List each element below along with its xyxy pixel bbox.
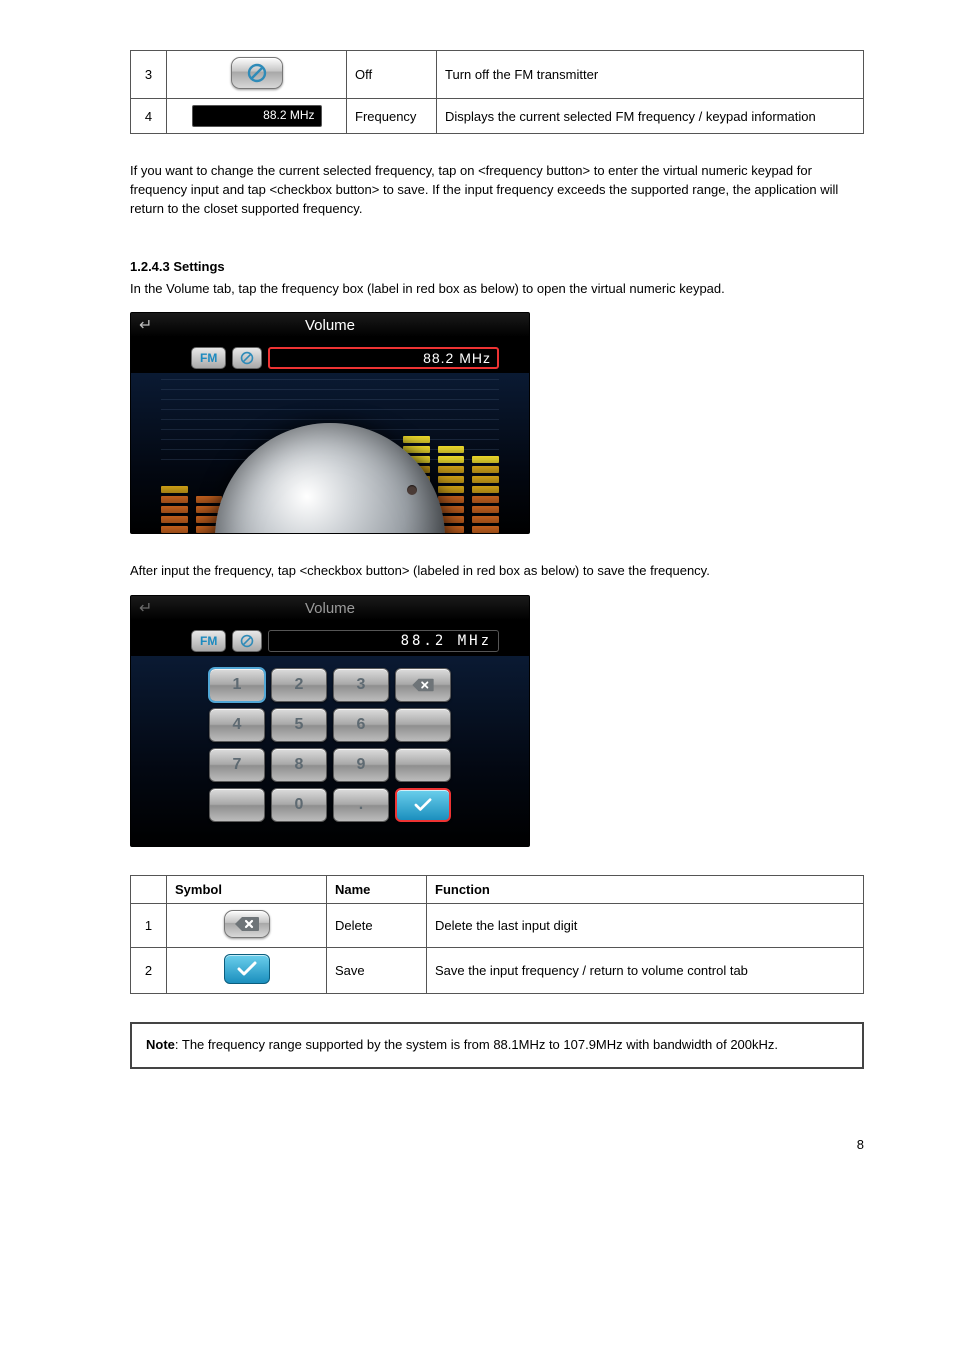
window-title: Volume xyxy=(131,317,529,334)
desc-cell: Displays the current selected FM frequen… xyxy=(437,99,864,134)
blank-key xyxy=(209,788,265,822)
frequency-input[interactable]: 88.2 MHz xyxy=(268,347,499,369)
desc-cell: Turn off the FM transmitter xyxy=(437,51,864,99)
name-cell: Save xyxy=(327,948,427,994)
symbol-cell: 88.2 MHz xyxy=(167,99,347,134)
digit-key-3[interactable]: 3 xyxy=(333,668,389,702)
row-index: 2 xyxy=(131,948,167,994)
table-row: 1 Delete Delete the last input digit xyxy=(131,904,864,948)
table-row: 4 88.2 MHz Frequency Displays the curren… xyxy=(131,99,864,134)
digit-key-.[interactable]: . xyxy=(333,788,389,822)
name-cell: Frequency xyxy=(347,99,437,134)
symbol-cell xyxy=(167,51,347,99)
page-number: 8 xyxy=(0,1129,954,1182)
back-icon[interactable]: ↵ xyxy=(139,598,152,618)
volume-screenshot-equalizer: ↵ Volume FM 88.2 MHz xyxy=(130,312,530,534)
titlebar: ↵ Volume xyxy=(131,313,529,337)
blank-key xyxy=(395,748,451,782)
digit-key-5[interactable]: 5 xyxy=(271,708,327,742)
prohibit-icon xyxy=(246,62,268,84)
col-head: Function xyxy=(427,876,864,904)
off-icon[interactable] xyxy=(232,347,262,369)
note-box: Note: The frequency range supported by t… xyxy=(130,1022,864,1069)
controls-table-top: 3 Off Turn off the FM transmitter 4 88.2… xyxy=(130,50,864,134)
section-heading: 1.2.4.3 Settings xyxy=(130,259,864,274)
table-row: 2 Save Save the input frequency / return… xyxy=(131,948,864,994)
symbol-cell xyxy=(167,904,327,948)
digit-key-9[interactable]: 9 xyxy=(333,748,389,782)
table-head-row: Symbol Name Function xyxy=(131,876,864,904)
col-head: Symbol xyxy=(167,876,327,904)
digit-key-4[interactable]: 4 xyxy=(209,708,265,742)
note-text: The frequency range supported by the sys… xyxy=(182,1037,778,1052)
digit-key-6[interactable]: 6 xyxy=(333,708,389,742)
keypad-grid: 123 456 7890. xyxy=(201,668,459,822)
table-row: 3 Off Turn off the FM transmitter xyxy=(131,51,864,99)
digit-key-8[interactable]: 8 xyxy=(271,748,327,782)
frequency-input[interactable]: 88.2 MHz xyxy=(268,630,499,652)
note-label: Note xyxy=(146,1037,175,1052)
desc-cell: Save the input frequency / return to vol… xyxy=(427,948,864,994)
paragraph: In the Volume tab, tap the frequency box… xyxy=(130,280,864,299)
desc-cell: Delete the last input digit xyxy=(427,904,864,948)
digit-key-0[interactable]: 0 xyxy=(271,788,327,822)
digit-key-7[interactable]: 7 xyxy=(209,748,265,782)
col-head: Name xyxy=(327,876,427,904)
row-index: 3 xyxy=(131,51,167,99)
backspace-icon xyxy=(224,910,270,938)
check-icon xyxy=(224,954,270,984)
num: 3 xyxy=(145,67,152,82)
equalizer-area xyxy=(131,373,529,533)
header-row: FM 88.2 MHz xyxy=(131,620,529,656)
symbol-cell xyxy=(167,948,327,994)
paragraph: After input the frequency, tap <checkbox… xyxy=(130,562,864,581)
off-icon xyxy=(231,57,283,89)
keypad-buttons-table: Symbol Name Function 1 Delete Delete the… xyxy=(130,875,864,994)
fm-badge[interactable]: FM xyxy=(191,630,226,652)
blank-key xyxy=(395,708,451,742)
colon: : xyxy=(175,1037,182,1052)
frequency-display: 88.2 MHz xyxy=(192,105,322,127)
paragraph: If you want to change the current select… xyxy=(130,162,864,219)
window-title: Volume xyxy=(131,600,529,617)
eq-col xyxy=(472,379,499,533)
off-icon[interactable] xyxy=(232,630,262,652)
volume-screenshot-keypad: ↵ Volume FM 88.2 MHz 123 456 7890. xyxy=(130,595,530,847)
num: 4 xyxy=(145,109,152,124)
blank xyxy=(131,876,167,904)
name-cell: Delete xyxy=(327,904,427,948)
name-cell: Off xyxy=(347,51,437,99)
backspace-key[interactable] xyxy=(395,668,451,702)
keypad-area: 123 456 7890. xyxy=(131,656,529,846)
digit-key-1[interactable]: 1 xyxy=(209,668,265,702)
titlebar: ↵ Volume xyxy=(131,596,529,620)
row-index: 1 xyxy=(131,904,167,948)
row-index: 4 xyxy=(131,99,167,134)
confirm-key[interactable] xyxy=(395,788,451,822)
fm-badge[interactable]: FM xyxy=(191,347,226,369)
digit-key-2[interactable]: 2 xyxy=(271,668,327,702)
back-icon[interactable]: ↵ xyxy=(139,315,152,335)
eq-col xyxy=(161,379,188,533)
header-row: FM 88.2 MHz xyxy=(131,337,529,373)
